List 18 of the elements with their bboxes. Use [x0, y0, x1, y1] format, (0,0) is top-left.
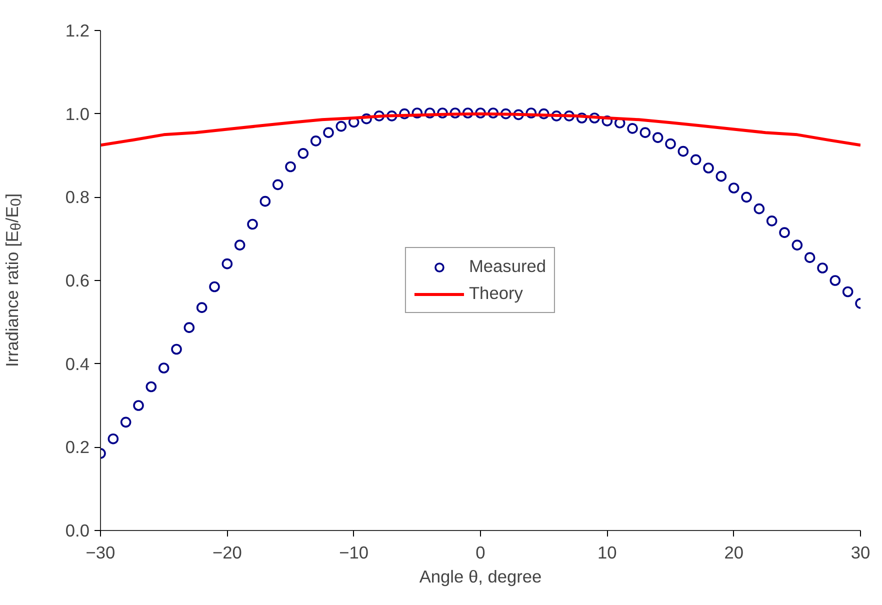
- line-series: [100, 112, 860, 147]
- y-tick-label: 0.0: [65, 520, 90, 540]
- y-tick-label: 0.2: [65, 437, 90, 458]
- x-axis-title: Angle θ, degree: [419, 566, 542, 586]
- x-tick-label: −30: [86, 542, 116, 562]
- legend-label: Measured: [468, 256, 546, 277]
- x-tick-label: −20: [212, 542, 242, 562]
- x-tick-label: 0: [476, 542, 486, 562]
- x-tick-label: −10: [339, 542, 369, 562]
- x-tick-label: 20: [724, 542, 744, 562]
- y-tick-label: 0.6: [65, 270, 90, 290]
- x-tick-label: 30: [850, 542, 870, 562]
- x-tick-label: 10: [598, 542, 617, 562]
- y-tick-label: 0.8: [65, 187, 90, 208]
- y-tick-label: 0.4: [65, 354, 90, 374]
- y-tick-label: 1.2: [65, 20, 90, 40]
- legend-label: Theory: [468, 283, 523, 304]
- y-tick-label: 1.0: [65, 104, 90, 124]
